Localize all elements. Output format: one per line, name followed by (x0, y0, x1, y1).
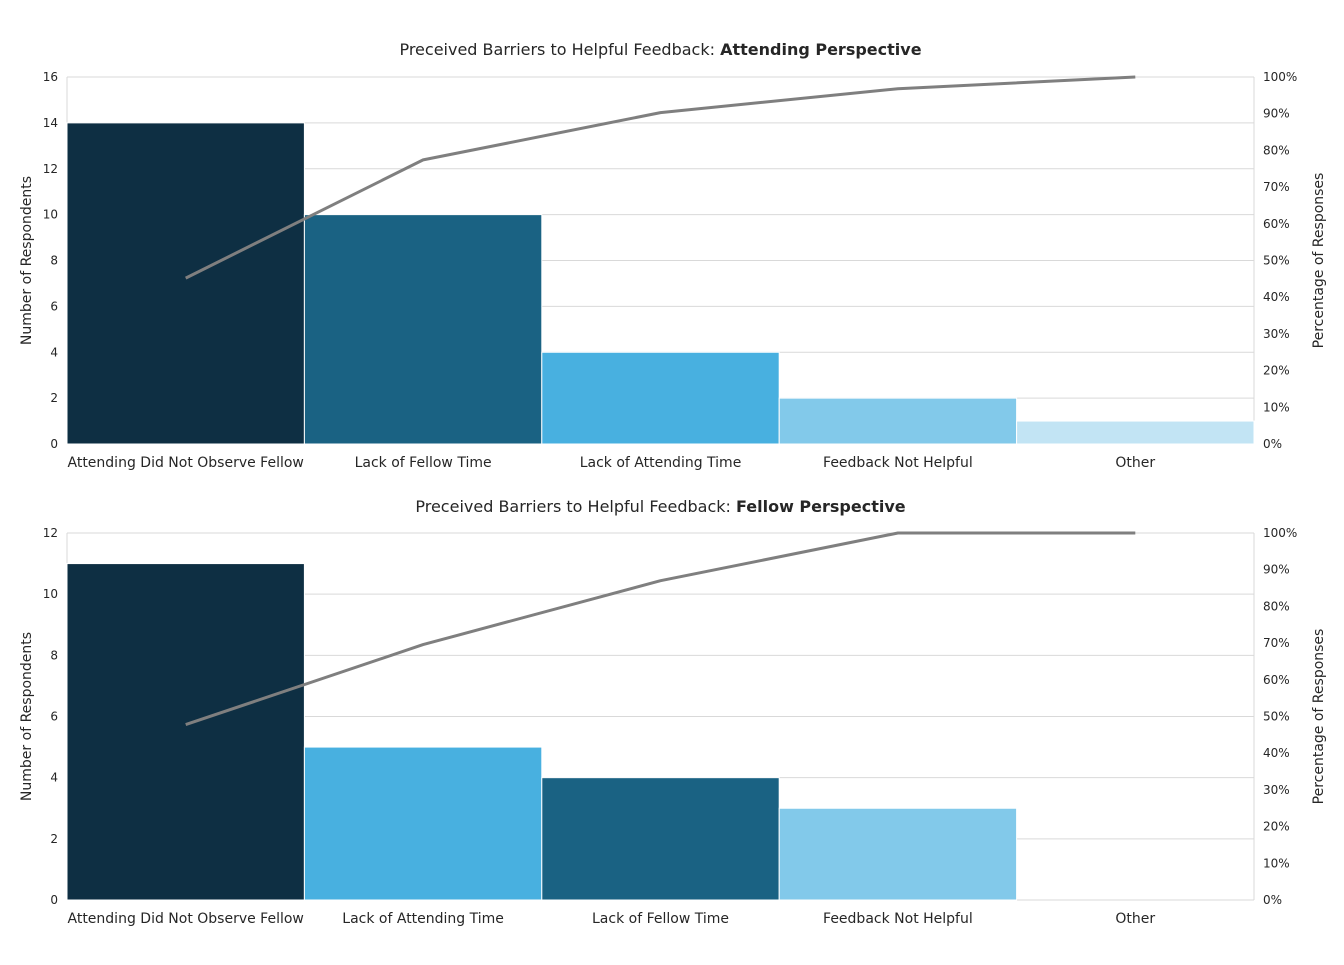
category-label: Feedback Not Helpful (823, 911, 973, 927)
bar-4 (779, 398, 1016, 444)
y-tick-label: 2 (50, 391, 58, 405)
y-tick-label: 2 (50, 832, 58, 846)
bar-3 (542, 778, 779, 900)
chart-title-prefix: Preceived Barriers to Helpful Feedback: (399, 40, 720, 59)
y-tick-labels: 0 2 4 6 8 10 12 14 16 (43, 70, 58, 451)
y2-tick-label: 30% (1263, 783, 1290, 797)
y-tick-label: 8 (50, 254, 58, 268)
y-tick-label: 12 (43, 526, 58, 540)
y2-tick-label: 10% (1263, 400, 1290, 414)
y2-tick-labels: 0% 10% 20% 30% 40% 50% 60% 70% 80% 90% 100% (1263, 526, 1297, 907)
chart-title-prefix: Preceived Barriers to Helpful Feedback: (415, 497, 736, 516)
chart-2: 0 2 4 6 8 10 12 0% 10% 20% 30% 40% 50% 60% 70% 80% 90% 10… (19, 497, 1327, 927)
bar-1 (67, 123, 304, 444)
chart-title-bold: Attending Perspective (720, 40, 922, 59)
y2-tick-label: 70% (1263, 180, 1290, 194)
bars (67, 123, 1254, 444)
y2-tick-label: 40% (1263, 746, 1290, 760)
category-label: Other (1115, 911, 1155, 927)
category-label: Lack of Fellow Time (355, 455, 492, 471)
y-tick-label: 0 (50, 893, 58, 907)
y-axis-title: Number of Respondents (19, 632, 35, 801)
y-tick-label: 4 (50, 345, 58, 359)
category-label: Lack of Attending Time (580, 455, 742, 471)
category-label: Attending Did Not Observe Fellow (68, 911, 304, 927)
y2-tick-label: 90% (1263, 563, 1290, 577)
bar-2 (304, 215, 541, 444)
bar-2 (304, 747, 541, 900)
y-axis-title: Number of Respondents (19, 176, 35, 345)
y-tick-labels: 0 2 4 6 8 10 12 (43, 526, 58, 907)
y2-tick-label: 0% (1263, 893, 1282, 907)
y2-tick-label: 90% (1263, 107, 1290, 121)
category-label: Other (1115, 455, 1155, 471)
chart-title-bold: Fellow Perspective (736, 497, 906, 516)
category-labels: Attending Did Not Observe Fellow Lack of … (68, 911, 1156, 927)
y2-tick-label: 0% (1263, 437, 1282, 451)
y2-tick-label: 40% (1263, 290, 1290, 304)
y2-tick-label: 70% (1263, 636, 1290, 650)
y2-tick-label: 50% (1263, 254, 1290, 268)
y2-tick-label: 20% (1263, 820, 1290, 834)
y2-axis-title: Percentage of Responses (1311, 173, 1327, 349)
category-label: Feedback Not Helpful (823, 455, 973, 471)
y2-axis-title: Percentage of Responses (1311, 629, 1327, 805)
y-tick-label: 6 (50, 710, 58, 724)
bar-1 (67, 564, 304, 900)
cumulative-percent-line (186, 533, 1136, 725)
chart-title: Preceived Barriers to Helpful Feedback: … (399, 40, 921, 59)
y2-tick-labels: 0% 10% 20% 30% 40% 50% 60% 70% 80% 90% 100% (1263, 70, 1297, 451)
bar-4 (779, 808, 1016, 900)
y2-tick-label: 60% (1263, 217, 1290, 231)
category-label: Lack of Attending Time (342, 911, 504, 927)
bar-5 (1017, 421, 1254, 444)
y2-tick-label: 20% (1263, 364, 1290, 378)
y-tick-label: 12 (43, 162, 58, 176)
y-tick-label: 6 (50, 299, 58, 313)
y2-tick-label: 50% (1263, 710, 1290, 724)
chart-title: Preceived Barriers to Helpful Feedback: … (415, 497, 905, 516)
y2-tick-label: 100% (1263, 70, 1297, 84)
y-tick-label: 14 (43, 116, 58, 130)
y2-tick-label: 30% (1263, 327, 1290, 341)
y-tick-label: 10 (43, 208, 58, 222)
bar-3 (542, 352, 779, 444)
y-tick-label: 10 (43, 587, 58, 601)
y2-tick-label: 80% (1263, 599, 1290, 613)
y2-tick-label: 80% (1263, 143, 1290, 157)
y-tick-label: 0 (50, 437, 58, 451)
chart-1: 0 2 4 6 8 10 12 14 16 0% 10% 20% 30% 40% 50% 60% 70% 80% 9… (19, 40, 1327, 471)
y-tick-label: 16 (43, 70, 58, 84)
y-tick-label: 4 (50, 771, 58, 785)
y2-tick-label: 60% (1263, 673, 1290, 687)
y2-tick-label: 10% (1263, 856, 1290, 870)
y2-tick-label: 100% (1263, 526, 1297, 540)
category-label: Lack of Fellow Time (592, 911, 729, 927)
category-label: Attending Did Not Observe Fellow (68, 455, 304, 471)
category-labels: Attending Did Not Observe Fellow Lack of … (68, 455, 1156, 471)
y-tick-label: 8 (50, 648, 58, 662)
